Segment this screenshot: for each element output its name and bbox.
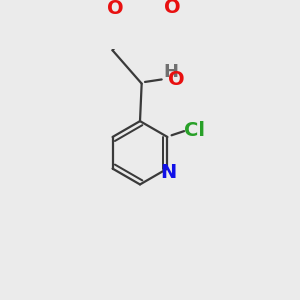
Text: N: N bbox=[160, 163, 176, 182]
Text: H: H bbox=[163, 63, 178, 81]
Text: O: O bbox=[107, 0, 123, 18]
Text: O: O bbox=[167, 70, 184, 89]
Text: O: O bbox=[164, 0, 181, 17]
Text: Cl: Cl bbox=[184, 121, 206, 140]
